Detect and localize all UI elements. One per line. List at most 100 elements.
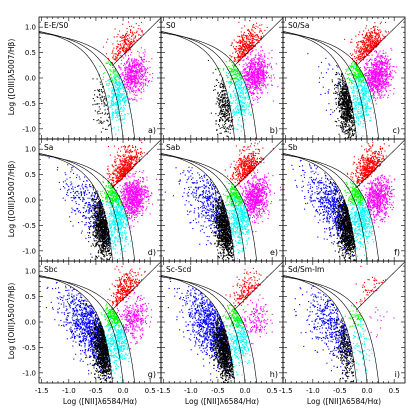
liner-point: [262, 84, 264, 86]
core-point: [224, 116, 226, 118]
liner-point: [132, 88, 134, 90]
core-point: [350, 106, 352, 108]
core-point: [223, 98, 225, 100]
transition-point: [108, 79, 110, 81]
core-point: [224, 95, 226, 97]
core-point: [346, 89, 348, 91]
core-point: [352, 132, 354, 134]
seyfert-point: [124, 34, 126, 36]
seyfert-point: [248, 29, 250, 31]
seyfert-point: [247, 49, 249, 51]
transition-point: [245, 104, 247, 106]
liner-point: [367, 82, 369, 84]
transition-point: [240, 92, 242, 94]
core-point: [349, 104, 351, 106]
seyfert-point: [128, 40, 130, 42]
seyfert-point: [251, 39, 253, 41]
seyfert-point: [134, 41, 136, 43]
seyfert-point: [117, 55, 119, 57]
core-point: [340, 116, 342, 118]
core-point: [223, 104, 225, 106]
liner-point: [250, 79, 252, 81]
core-point: [339, 103, 341, 105]
seyfert-point: [256, 38, 258, 40]
core-point: [343, 91, 345, 93]
transition-point: [353, 113, 355, 115]
liner-point: [376, 97, 378, 99]
transition-point: [114, 93, 116, 95]
seyfert-point: [245, 45, 247, 47]
core-point: [345, 101, 347, 103]
core-point: [342, 127, 344, 129]
seyfert-point: [130, 42, 132, 44]
composite-point: [236, 73, 238, 75]
liner-point: [257, 74, 259, 76]
composite-point: [229, 59, 231, 61]
transition-point: [362, 75, 364, 77]
core-point: [347, 102, 349, 104]
liner-point: [266, 76, 268, 78]
liner-point: [370, 80, 372, 82]
liner-point: [244, 68, 246, 70]
liner-point: [254, 84, 256, 86]
core-point: [351, 128, 353, 130]
liner-point: [126, 91, 128, 93]
seyfert-point: [243, 44, 245, 46]
seyfert-point: [249, 41, 251, 43]
composite-point: [362, 79, 364, 81]
transition-point: [236, 95, 238, 97]
core-point: [223, 93, 225, 95]
transition-point: [112, 104, 114, 106]
core-point: [101, 103, 103, 105]
core-point: [341, 109, 343, 111]
starforming-point: [330, 113, 332, 115]
core-point: [99, 113, 101, 115]
seyfert-point: [239, 41, 241, 43]
transition-point: [367, 99, 369, 101]
transition-point: [248, 104, 250, 106]
transition-point: [359, 101, 361, 103]
core-point: [220, 119, 222, 121]
transition-point: [353, 94, 355, 96]
transition-point: [238, 72, 240, 74]
transition-point: [244, 96, 246, 98]
liner-point: [126, 93, 128, 95]
core-point: [335, 108, 337, 110]
liner-point: [262, 77, 264, 79]
transition-point: [116, 89, 118, 91]
liner-point: [390, 74, 392, 76]
transition-point: [235, 108, 237, 110]
seyfert-point: [140, 34, 142, 36]
transition-point: [241, 106, 243, 108]
transition-point: [354, 106, 356, 108]
liner-point: [263, 82, 265, 84]
liner-point: [263, 79, 265, 81]
liner-point: [380, 54, 382, 56]
seyfert-point: [129, 37, 131, 39]
seyfert-point: [125, 49, 127, 51]
transition-point: [249, 114, 251, 116]
core-point: [345, 124, 347, 126]
transition-point: [365, 114, 367, 116]
core-point: [225, 115, 227, 117]
core-point: [348, 127, 350, 129]
liner-point: [125, 87, 127, 89]
core-point: [338, 96, 340, 98]
liner-point: [259, 66, 261, 68]
composite-point: [357, 74, 359, 76]
liner-point: [249, 81, 251, 83]
core-point: [347, 118, 349, 120]
transition-point: [232, 109, 234, 111]
liner-point: [139, 75, 141, 77]
composite-point: [234, 77, 236, 79]
core-point: [348, 103, 350, 105]
liner-point: [377, 72, 379, 74]
core-point: [99, 120, 101, 122]
seyfert-point: [128, 21, 130, 23]
core-point: [348, 135, 350, 137]
liner-point: [381, 92, 383, 94]
core-point: [230, 126, 232, 128]
transition-point: [354, 104, 356, 106]
core-point: [221, 96, 223, 98]
transition-point: [117, 103, 119, 105]
